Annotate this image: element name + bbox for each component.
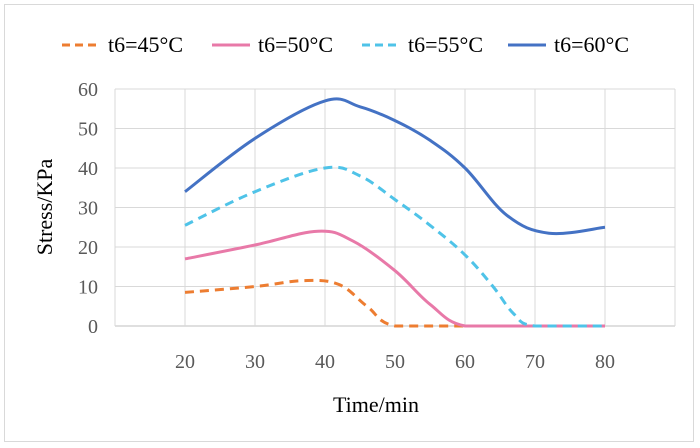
legend-label-2: t6=50°C (258, 32, 333, 57)
y-tick-label: 20 (78, 237, 98, 259)
y-tick-label: 40 (78, 158, 98, 180)
legend-label-1: t6=45°C (108, 32, 183, 57)
legend-label-4: t6=60°C (554, 32, 629, 57)
x-tick-label: 30 (245, 351, 265, 373)
chart-frame (4, 4, 694, 442)
series-line-3 (184, 165, 605, 328)
x-tick-label: 80 (595, 351, 615, 373)
y-tick-label: 50 (78, 119, 98, 141)
y-tick-label: 30 (78, 198, 98, 220)
legend: t6=45°C t6=50°C t6=55°C t6=60°C (62, 32, 629, 57)
y-tick-label: 0 (88, 316, 98, 338)
series-line-2 (184, 229, 605, 328)
x-tick-label: 60 (455, 351, 475, 373)
series-lines (184, 97, 606, 328)
x-axis-title: Time/min (333, 392, 419, 417)
series-line-4 (184, 97, 606, 236)
y-tick-label: 60 (78, 79, 98, 101)
x-tick-label: 20 (175, 351, 195, 373)
x-tick-label: 50 (385, 351, 405, 373)
y-axis-title: Stress/KPa (32, 158, 57, 255)
grid-lines (114, 88, 676, 327)
x-tick-label: 70 (525, 351, 545, 373)
y-tick-label: 10 (78, 277, 98, 299)
x-axis-ticks: 20 30 40 50 60 70 80 (175, 351, 615, 373)
x-tick-label: 40 (315, 351, 335, 373)
y-axis-ticks: 0 10 20 30 40 50 60 (78, 79, 98, 338)
legend-label-3: t6=55°C (408, 32, 483, 57)
